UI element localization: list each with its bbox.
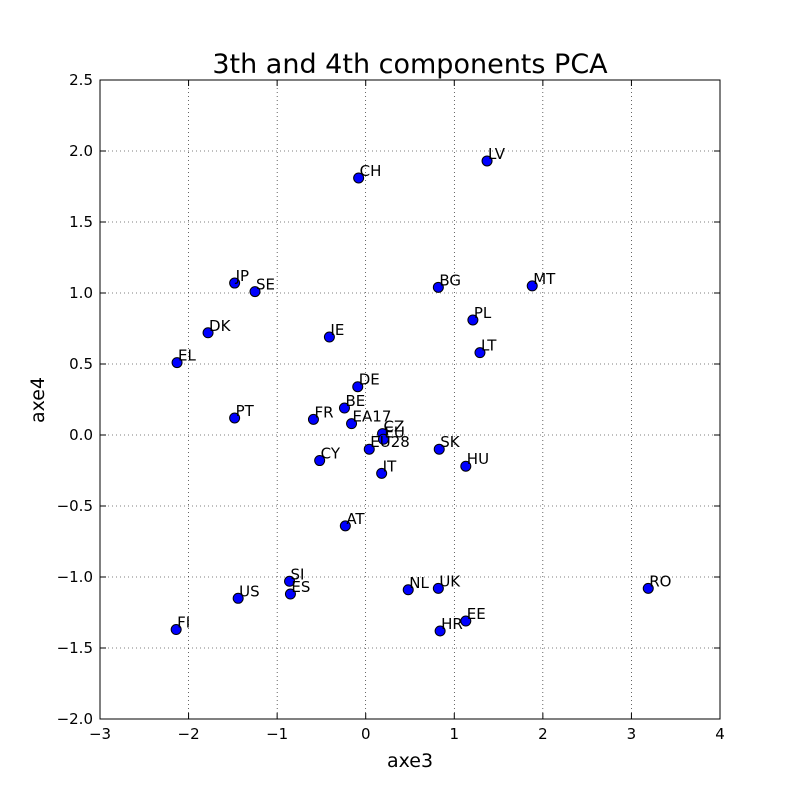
point-label: NL [409, 574, 429, 592]
point-label: ES [291, 578, 310, 596]
y-tick-label: 0.0 [69, 426, 93, 444]
y-tick-label: 2.0 [69, 142, 93, 160]
x-axis-label: axe3 [387, 750, 433, 772]
scatter-point [481, 155, 493, 167]
point-label: HR [441, 615, 463, 633]
point-label: SI [291, 565, 305, 583]
scatter-point [432, 281, 444, 293]
scatter-point [642, 582, 654, 594]
scatter-point [314, 455, 326, 467]
point-label: DE [359, 371, 380, 389]
y-tick-label: 1.0 [69, 284, 93, 302]
scatter-point [284, 588, 296, 600]
point-label: EA17 [353, 408, 392, 426]
point-label: FI [177, 614, 190, 632]
point-label: MT [533, 270, 556, 288]
point-label: AT [346, 510, 365, 528]
x-tick-label: 0 [361, 725, 371, 743]
scatter-point [460, 615, 472, 627]
point-label: SK [440, 433, 461, 451]
chart-title: 3th and 4th components PCA [212, 49, 608, 80]
point-label: EL [178, 347, 196, 365]
scatter-point [307, 413, 319, 425]
point-label: CY [321, 445, 341, 463]
scatter-point [232, 592, 244, 604]
scatter-point [346, 418, 358, 430]
scatter-point [338, 402, 350, 414]
point-label: BG [439, 271, 461, 289]
point-label: PT [236, 402, 255, 420]
scatter-point [202, 327, 214, 339]
scatter-point [402, 584, 414, 596]
scatter-point [352, 381, 364, 393]
scatter-point [229, 277, 241, 289]
point-label: US [239, 582, 260, 600]
scatter-point [377, 433, 389, 445]
point-label: UK [439, 572, 461, 590]
scatter-point [376, 467, 388, 479]
point-label: IT [383, 457, 397, 475]
scatter-point [474, 347, 486, 359]
x-tick-label: −2 [178, 725, 200, 743]
scatter-point [229, 412, 241, 424]
scatter-point [284, 575, 296, 587]
y-tick-label: −1.5 [57, 639, 93, 657]
point-label: EU [384, 423, 404, 441]
scatter-point [460, 460, 472, 472]
y-tick-label: 0.5 [69, 355, 93, 373]
point-label: JP [235, 267, 249, 285]
point-label: SE [256, 276, 275, 294]
point-label: HU [467, 450, 489, 468]
scatter-point [170, 624, 182, 636]
point-label: LT [481, 337, 497, 355]
point-label: LV [488, 145, 506, 163]
scatter-point [353, 172, 365, 184]
scatter-point [249, 286, 261, 298]
scatter-point [433, 443, 445, 455]
axis-ticks: −3 −2 −1 0 1 2 3 4 −2.0 −1.5 −1.0 −0.5 0.0 0.5 1.0 1.5 2… [57, 71, 725, 743]
x-tick-label: −1 [266, 725, 288, 743]
y-tick-label: −2.0 [57, 710, 93, 728]
point-label: PL [474, 304, 492, 322]
y-tick-label: −1.0 [57, 568, 93, 586]
x-tick-label: 2 [538, 725, 548, 743]
y-tick-label: 1.5 [69, 213, 93, 231]
scatter-point [339, 520, 351, 532]
scatter-point [526, 280, 538, 292]
point-label: FR [314, 403, 333, 421]
scatter-point [323, 331, 335, 343]
scatter-point [171, 357, 183, 369]
x-tick-label: 1 [450, 725, 460, 743]
point-label: DK [209, 317, 232, 335]
x-tick-label: 4 [715, 725, 725, 743]
point-label: RO [649, 572, 671, 590]
y-tick-label: 2.5 [69, 71, 93, 89]
y-tick-label: −0.5 [57, 497, 93, 515]
point-labels: LV CH JP SE BG MT PL DK IE LT EL DE BE PT FR EA17CZEUEU… [177, 145, 671, 633]
scatter-point [434, 625, 446, 637]
scatter-point [432, 582, 444, 594]
grid [100, 80, 720, 719]
scatter-point [467, 314, 479, 326]
plot-frame [99, 79, 721, 720]
point-label: EE [467, 605, 486, 623]
point-label: IE [330, 321, 344, 339]
point-label: BE [345, 392, 365, 410]
y-axis-label: axe4 [27, 377, 49, 423]
x-tick-label: −3 [89, 725, 111, 743]
data-points [170, 155, 654, 637]
point-label: CH [360, 162, 382, 180]
point-label: CZ [384, 418, 405, 436]
point-label: EU28 [370, 433, 410, 451]
scatter-point [363, 443, 375, 455]
x-tick-label: 3 [627, 725, 637, 743]
